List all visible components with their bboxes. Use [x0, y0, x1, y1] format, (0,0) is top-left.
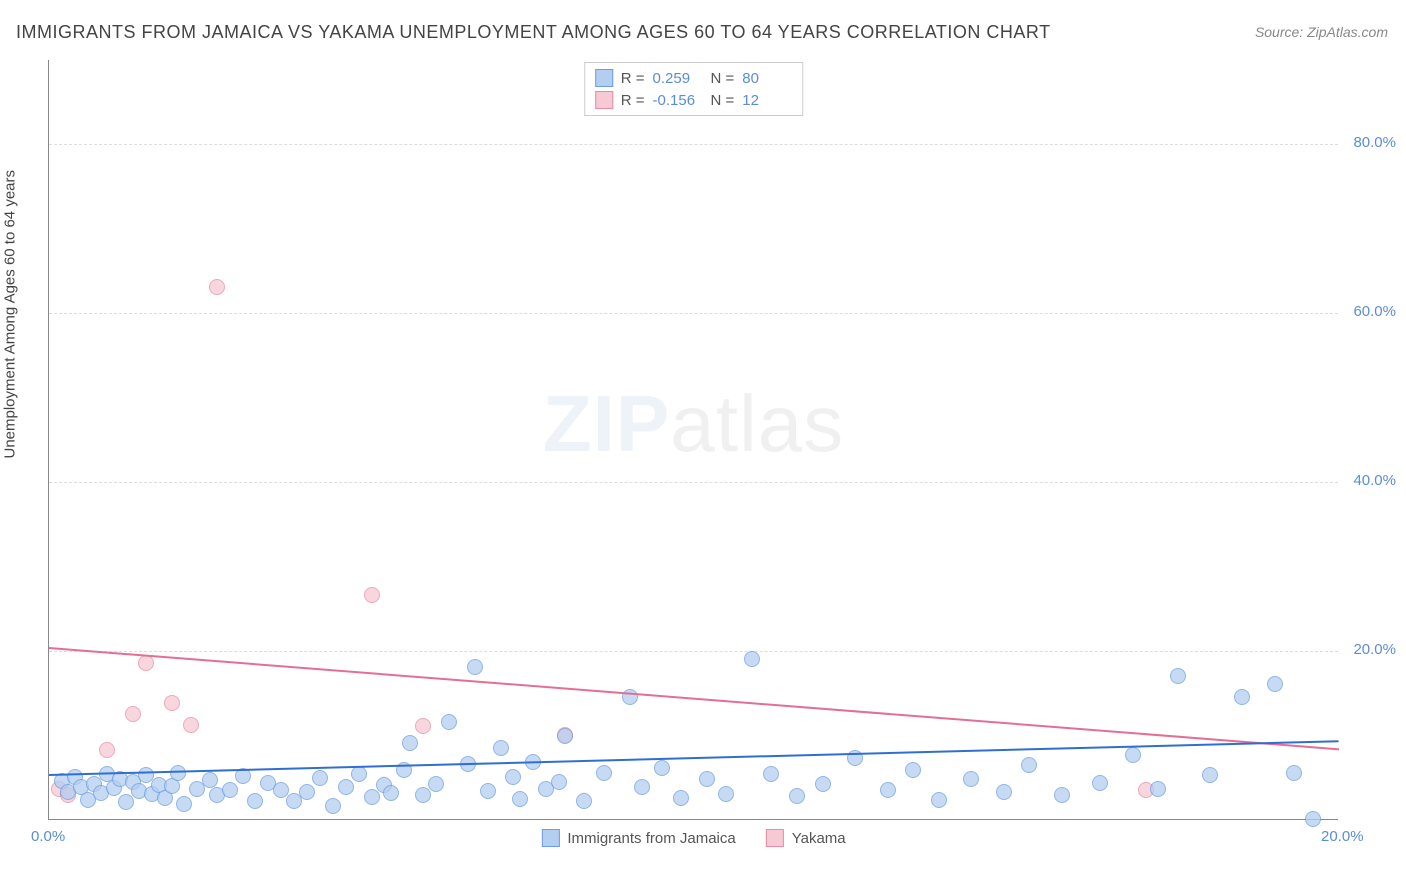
legend-swatch [595, 91, 613, 109]
data-point [467, 659, 483, 675]
data-point [1234, 689, 1250, 705]
data-point [1267, 676, 1283, 692]
data-point [493, 740, 509, 756]
data-point [164, 695, 180, 711]
data-point [209, 279, 225, 295]
legend-r-value: 0.259 [653, 70, 703, 87]
y-tick-label: 80.0% [1353, 134, 1396, 151]
data-point [247, 793, 263, 809]
legend-n-label: N = [711, 70, 735, 87]
data-point [1125, 747, 1141, 763]
data-point [596, 765, 612, 781]
gridline [49, 482, 1338, 483]
data-point [576, 793, 592, 809]
series-legend-label: Yakama [792, 830, 846, 847]
data-point [1202, 767, 1218, 783]
x-tick-label: 0.0% [31, 828, 65, 845]
chart-plot-area: ZIPatlas 20.0%40.0%60.0%80.0% 0.0%20.0% … [48, 60, 1338, 820]
data-point [815, 776, 831, 792]
data-point [338, 779, 354, 795]
data-point [1305, 811, 1321, 827]
legend-r-label: R = [621, 70, 645, 87]
data-point [176, 796, 192, 812]
data-point [551, 774, 567, 790]
data-point [273, 782, 289, 798]
data-point [364, 789, 380, 805]
data-point [905, 762, 921, 778]
data-point [1021, 757, 1037, 773]
data-point [312, 770, 328, 786]
legend-n-label: N = [711, 92, 735, 109]
data-point [699, 771, 715, 787]
data-point [299, 784, 315, 800]
watermark: ZIPatlas [543, 378, 844, 470]
chart-title: IMMIGRANTS FROM JAMAICA VS YAKAMA UNEMPL… [16, 22, 1051, 43]
data-point [1286, 765, 1302, 781]
data-point [654, 760, 670, 776]
data-point [1170, 668, 1186, 684]
data-point [364, 587, 380, 603]
series-legend-item: Yakama [766, 829, 846, 847]
correlation-legend-row: R = -0.156 N = 12 [595, 89, 793, 111]
correlation-legend-row: R = 0.259 N = 80 [595, 67, 793, 89]
correlation-legend: R = 0.259 N = 80 R = -0.156 N = 12 [584, 62, 804, 116]
legend-n-value: 12 [742, 92, 792, 109]
legend-swatch [595, 69, 613, 87]
data-point [1150, 781, 1166, 797]
trendline-yakama [49, 647, 1339, 750]
data-point [931, 792, 947, 808]
data-point [880, 782, 896, 798]
data-point [634, 779, 650, 795]
data-point [963, 771, 979, 787]
data-point [125, 706, 141, 722]
x-tick-label: 20.0% [1321, 828, 1364, 845]
data-point [402, 735, 418, 751]
data-point [441, 714, 457, 730]
data-point [789, 788, 805, 804]
data-point [118, 794, 134, 810]
data-point [415, 718, 431, 734]
data-point [428, 776, 444, 792]
gridline [49, 651, 1338, 652]
data-point [622, 689, 638, 705]
data-point [673, 790, 689, 806]
legend-swatch [541, 829, 559, 847]
legend-n-value: 80 [742, 70, 792, 87]
data-point [1054, 787, 1070, 803]
trendline-jamaica [49, 740, 1339, 776]
legend-r-label: R = [621, 92, 645, 109]
data-point [744, 651, 760, 667]
legend-r-value: -0.156 [653, 92, 703, 109]
data-point [325, 798, 341, 814]
data-point [512, 791, 528, 807]
data-point [183, 717, 199, 733]
watermark-atlas: atlas [670, 379, 844, 468]
y-tick-label: 60.0% [1353, 303, 1396, 320]
legend-swatch [766, 829, 784, 847]
data-point [505, 769, 521, 785]
data-point [222, 782, 238, 798]
data-point [480, 783, 496, 799]
gridline [49, 313, 1338, 314]
data-point [383, 785, 399, 801]
series-legend-label: Immigrants from Jamaica [567, 830, 735, 847]
source-credit: Source: ZipAtlas.com [1255, 24, 1388, 40]
data-point [351, 766, 367, 782]
series-legend: Immigrants from Jamaica Yakama [541, 829, 845, 847]
data-point [718, 786, 734, 802]
y-axis-label: Unemployment Among Ages 60 to 64 years [2, 170, 19, 459]
data-point [138, 655, 154, 671]
data-point [1092, 775, 1108, 791]
data-point [202, 772, 218, 788]
y-tick-label: 20.0% [1353, 641, 1396, 658]
data-point [415, 787, 431, 803]
data-point [996, 784, 1012, 800]
gridline [49, 144, 1338, 145]
watermark-zip: ZIP [543, 379, 670, 468]
series-legend-item: Immigrants from Jamaica [541, 829, 735, 847]
y-tick-label: 40.0% [1353, 472, 1396, 489]
data-point [763, 766, 779, 782]
data-point [557, 728, 573, 744]
data-point [99, 742, 115, 758]
